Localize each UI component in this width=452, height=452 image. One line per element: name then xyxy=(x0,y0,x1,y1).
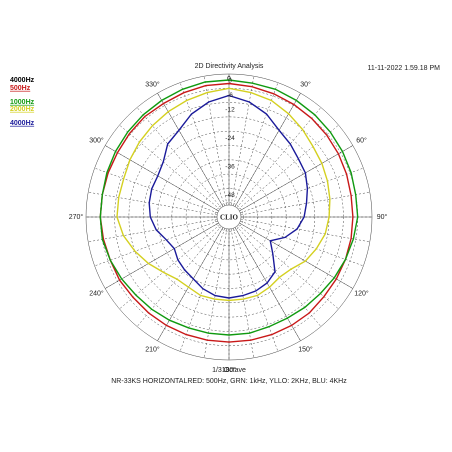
angle-tick-label: 30° xyxy=(300,80,311,88)
angle-tick-label: 60° xyxy=(356,136,367,144)
subtitle: 1/3 Octave xyxy=(212,367,246,374)
chart-title: 2D Directivity Analysis xyxy=(195,63,264,70)
r-tick-label: -36 xyxy=(225,164,235,171)
angle-grid-line xyxy=(228,216,353,289)
angle-grid-line xyxy=(157,93,230,218)
r-tick-label: -24 xyxy=(225,135,235,142)
angle-tick-label: 180° xyxy=(222,366,237,374)
timestamp: 11-11-2022 1.59.18 PM xyxy=(367,65,440,72)
series-line xyxy=(99,82,354,343)
legend-entry: 1000Hz xyxy=(10,99,35,106)
series-line xyxy=(116,87,331,302)
angle-tick-label: 120° xyxy=(354,289,369,297)
angle-tick-label: 270° xyxy=(69,213,84,221)
angle-grid-line xyxy=(105,216,230,289)
legend-entry: 4000Hz xyxy=(10,120,35,127)
r-tick-label: 0 xyxy=(228,78,232,85)
angle-grid-line xyxy=(105,145,230,218)
r-tick-label: -12 xyxy=(225,106,235,113)
legend-entry: 2000Hz xyxy=(10,106,35,113)
angle-tick-label: 90° xyxy=(377,213,388,221)
caption: NR-33KS HORIZONTALRED: 500Hz, GRN: 1kHz,… xyxy=(111,378,347,385)
legend-header: 4000Hz xyxy=(10,77,35,84)
series-line xyxy=(99,79,359,336)
angle-tick-label: 210° xyxy=(145,345,160,353)
series-line xyxy=(148,94,309,299)
r-tick-label: -6 xyxy=(227,92,233,99)
center-disc xyxy=(216,204,242,230)
angle-tick-label: 240° xyxy=(89,289,104,297)
center-label: CLIO xyxy=(220,214,238,222)
angle-tick-label: 300° xyxy=(89,136,104,144)
angle-grid-line xyxy=(228,216,301,341)
legend-entry: 500Hz xyxy=(10,85,31,92)
angle-grid-line xyxy=(228,145,353,218)
angle-tick-label: 150° xyxy=(298,345,313,353)
r-tick-label: -48 xyxy=(225,192,235,199)
angle-tick-label: 330° xyxy=(145,80,160,88)
